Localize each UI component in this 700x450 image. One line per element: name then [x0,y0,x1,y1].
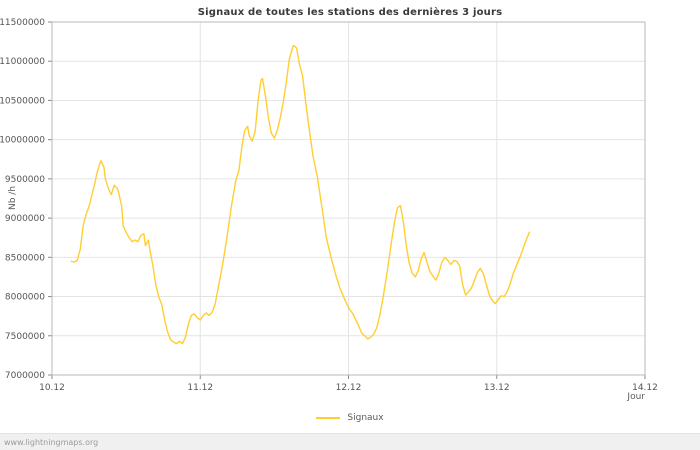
y-tick-label: 7000000 [5,371,45,381]
x-tick-label: 11.12 [187,383,213,393]
y-tick-label: 9500000 [5,175,45,185]
x-tick-label: 14.12 [632,383,658,393]
legend-line-swatch [316,417,341,419]
y-tick-label: 11000000 [0,57,45,67]
x-tick-label: 12.12 [336,383,362,393]
x-axis-label: Jour [627,392,645,402]
x-tick-label: 13.12 [484,383,510,393]
y-tick-label: 8000000 [5,293,45,303]
signal-line-series [70,44,531,345]
y-tick-label: 7500000 [5,332,45,342]
legend-label: Signaux [347,413,384,423]
y-tick-label: 10500000 [0,96,45,106]
chart-title: Signaux de toutes les stations des derni… [197,7,503,18]
watermark-text: www.lightningmaps.org [4,437,99,447]
x-tick-label: 10.12 [39,383,65,393]
y-tick-label: 11500000 [0,18,45,28]
y-tick-label: 10000000 [0,136,45,146]
legend: Signaux [0,413,700,423]
y-tick-label: 8500000 [5,253,45,263]
y-axis-label: Nb /h [8,185,18,211]
y-tick-label: 9000000 [5,214,45,224]
footer-bar: www.lightningmaps.org [0,433,700,450]
plot-border [51,21,646,376]
